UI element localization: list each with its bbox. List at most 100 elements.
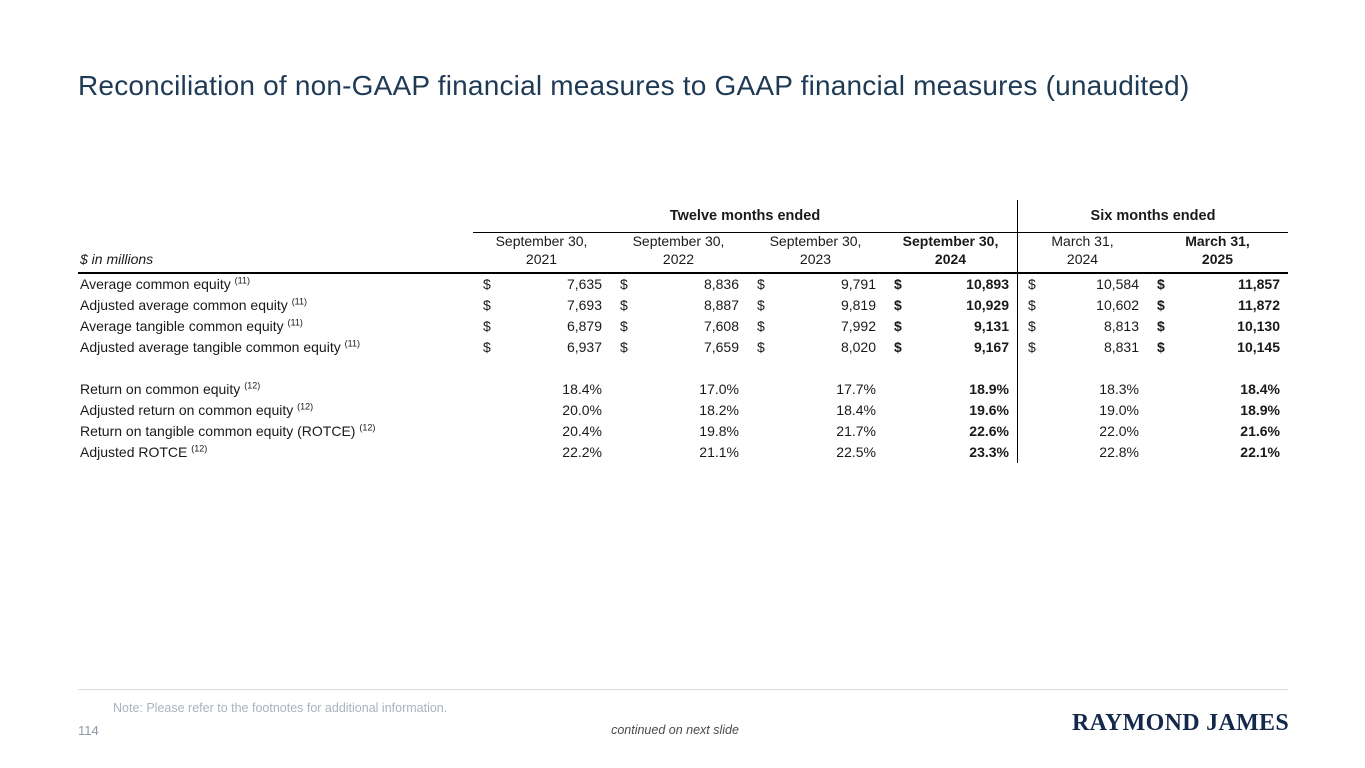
column-header-year: 2024 xyxy=(1066,250,1099,267)
cell-value: 10,145 xyxy=(1237,339,1280,355)
column-header: March 31, 2024 xyxy=(1017,233,1147,274)
currency-symbol: $ xyxy=(620,318,628,334)
percent-cell: 18.9% xyxy=(1240,402,1280,418)
unit-label: $ in millions xyxy=(78,233,473,274)
row-label: Return on tangible common equity (ROTCE)… xyxy=(80,422,376,439)
dollar-cell: $9,131 xyxy=(884,316,1017,337)
dollar-cell: $8,831 xyxy=(1017,337,1147,358)
column-header-date: September 30, xyxy=(632,233,725,249)
dollar-cell: $7,992 xyxy=(747,316,884,337)
cell-value: 9,791 xyxy=(840,276,876,292)
cell-value: 9,131 xyxy=(973,318,1009,334)
percent-cell: 19.6% xyxy=(969,402,1009,418)
cell-value: 8,887 xyxy=(703,297,739,313)
percent-cell: 22.1% xyxy=(1240,444,1280,460)
column-header: September 30, 2022 xyxy=(610,233,747,274)
currency-symbol: $ xyxy=(620,297,628,313)
percent-cell: 17.7% xyxy=(836,381,876,397)
currency-symbol: $ xyxy=(757,339,765,355)
dollar-cell: $10,584 xyxy=(1017,274,1147,295)
currency-symbol: $ xyxy=(894,297,902,313)
percent-cell: 18.4% xyxy=(562,381,602,397)
dollar-cell: $8,813 xyxy=(1017,316,1147,337)
group-header-six-months: Six months ended xyxy=(1017,200,1288,233)
percent-cell: 18.2% xyxy=(699,402,739,418)
footer-note: Note: Please refer to the footnotes for … xyxy=(113,701,448,715)
percent-cell: 20.0% xyxy=(562,402,602,418)
percent-cell: 18.3% xyxy=(1017,379,1147,400)
corner-spacer xyxy=(78,200,473,233)
cell-value: 7,659 xyxy=(703,339,739,355)
column-header-year: 2021 xyxy=(525,250,558,267)
dollar-cell: $9,167 xyxy=(884,337,1017,358)
dollar-cell: $7,635 xyxy=(473,274,610,295)
row-label: Average tangible common equity (11) xyxy=(80,317,303,334)
footer-divider xyxy=(78,689,1288,690)
footnote-marker: (11) xyxy=(344,338,360,349)
spacer-cell xyxy=(78,358,473,379)
continued-text: continued on next slide xyxy=(611,723,739,737)
currency-symbol: $ xyxy=(757,318,765,334)
cell-value: 10,130 xyxy=(1237,318,1280,334)
dollar-cell: $6,879 xyxy=(473,316,610,337)
cell-value: 7,693 xyxy=(566,297,602,313)
cell-value: 8,020 xyxy=(840,339,876,355)
dollar-cell: $8,887 xyxy=(610,295,747,316)
row-label: Return on common equity (12) xyxy=(80,380,261,397)
cell-value: 10,584 xyxy=(1096,276,1139,292)
percent-cell: 18.4% xyxy=(1240,381,1280,397)
cell-value: 8,836 xyxy=(703,276,739,292)
column-header-year: 2023 xyxy=(799,250,832,267)
currency-symbol: $ xyxy=(1028,339,1036,355)
spacer-cell xyxy=(884,358,1017,379)
cell-value: 11,872 xyxy=(1237,297,1280,313)
percent-cell: 23.3% xyxy=(969,444,1009,460)
cell-value: 10,602 xyxy=(1096,297,1139,313)
cell-value: 9,167 xyxy=(973,339,1009,355)
raymond-james-logo: RAYMOND JAMES xyxy=(1071,710,1289,736)
currency-symbol: $ xyxy=(620,339,628,355)
dollar-cell: $11,857 xyxy=(1147,274,1288,295)
page-title: Reconciliation of non-GAAP financial mea… xyxy=(78,70,1190,101)
currency-symbol: $ xyxy=(620,276,628,292)
row-label: Average common equity (11) xyxy=(80,275,250,292)
percent-cell: 17.0% xyxy=(699,381,739,397)
cell-value: 6,937 xyxy=(566,339,602,355)
currency-symbol: $ xyxy=(483,339,491,355)
percent-cell: 22.5% xyxy=(836,444,876,460)
row-label: Adjusted average common equity (11) xyxy=(80,296,308,313)
row-label: Adjusted return on common equity (12) xyxy=(80,401,314,418)
cell-value: 11,857 xyxy=(1237,276,1280,292)
footnote-marker: (12) xyxy=(297,401,314,412)
reconciliation-table: Twelve months ended Six months ended $ in … xyxy=(78,200,1288,463)
footnote-marker: (12) xyxy=(191,443,208,454)
currency-symbol: $ xyxy=(894,318,902,334)
currency-symbol: $ xyxy=(1157,339,1165,355)
dollar-cell: $7,608 xyxy=(610,316,747,337)
dollar-cell: $11,872 xyxy=(1147,295,1288,316)
percent-cell: 18.4% xyxy=(836,402,876,418)
currency-symbol: $ xyxy=(483,297,491,313)
percent-cell: 19.8% xyxy=(699,423,739,439)
percent-cell: 22.6% xyxy=(969,423,1009,439)
row-label: Adjusted average tangible common equity … xyxy=(80,338,360,355)
cell-value: 10,929 xyxy=(966,297,1009,313)
currency-symbol: $ xyxy=(483,318,491,334)
footnote-marker: (12) xyxy=(244,380,261,391)
row-label: Adjusted ROTCE (12) xyxy=(80,443,208,460)
currency-symbol: $ xyxy=(1157,297,1165,313)
percent-cell: 21.1% xyxy=(699,444,739,460)
footnote-marker: (12) xyxy=(359,422,376,433)
cell-value: 9,819 xyxy=(840,297,876,313)
column-header-date: September 30, xyxy=(769,233,862,249)
cell-value: 8,813 xyxy=(1103,318,1139,334)
percent-cell: 19.0% xyxy=(1017,400,1147,421)
currency-symbol: $ xyxy=(894,339,902,355)
footnote-marker: (11) xyxy=(287,317,303,328)
percent-cell: 18.9% xyxy=(969,381,1009,397)
cell-value: 10,893 xyxy=(966,276,1009,292)
percent-cell: 22.8% xyxy=(1017,442,1147,463)
column-header: March 31, 2025 xyxy=(1147,233,1288,274)
percent-cell: 21.7% xyxy=(836,423,876,439)
